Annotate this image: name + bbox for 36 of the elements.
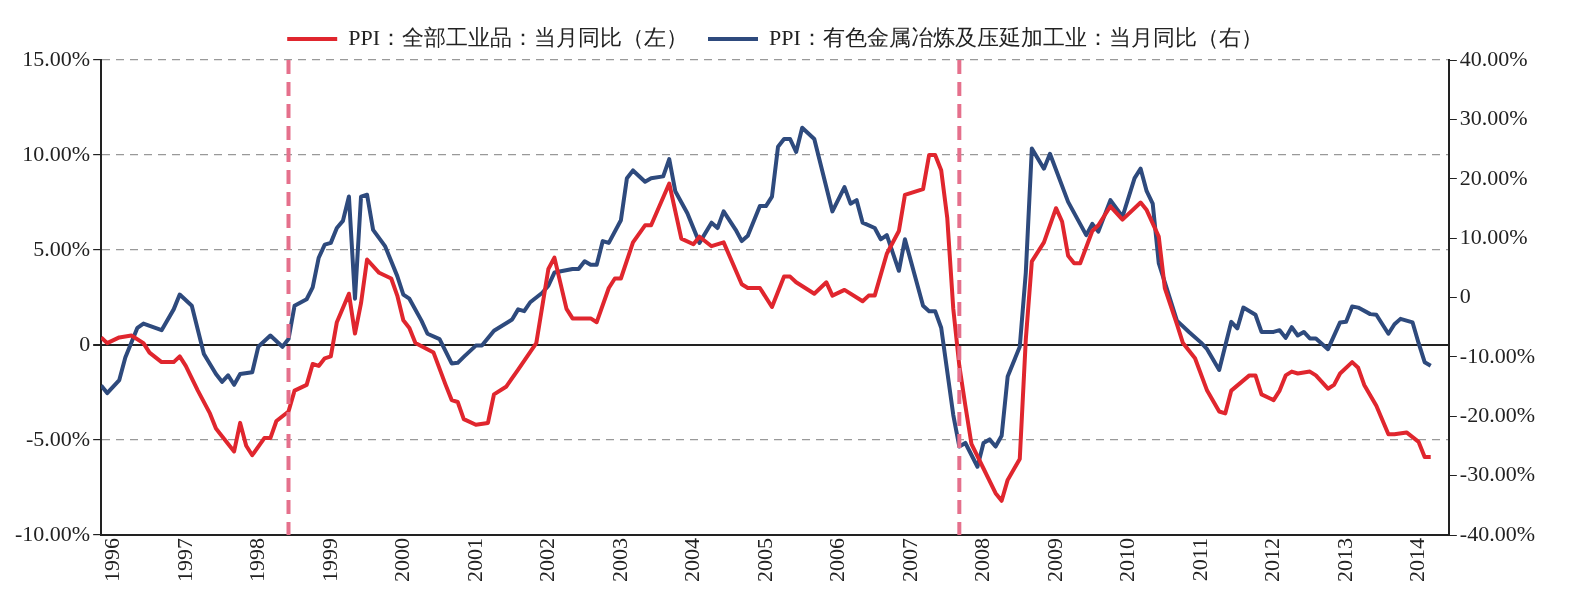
x-tick-label: 2010 [1114, 538, 1140, 582]
x-tick-label: 2007 [896, 538, 922, 582]
x-tick-label: 2006 [824, 538, 850, 582]
y2-tick-label: 20.00% [1459, 164, 1528, 190]
x-tick-label: 1998 [244, 538, 270, 582]
x-tick-label: 2005 [751, 538, 777, 582]
y2-tick-label: -40.00% [1459, 520, 1535, 546]
x-tick-label: 2001 [461, 538, 487, 582]
legend-label: PPI：有色金属冶炼及压延加工业：当月同比（右） [769, 24, 1263, 50]
x-tick-label: 1997 [171, 538, 197, 582]
x-tick-label: 2012 [1259, 538, 1285, 582]
y2-tick-label: -30.00% [1459, 461, 1535, 487]
x-tick-label: 1996 [99, 538, 125, 582]
y-tick-label: -5.00% [26, 425, 91, 451]
x-tick-label: 2004 [679, 538, 705, 582]
y2-tick-label: 10.00% [1459, 223, 1528, 249]
x-tick-label: 2003 [606, 538, 632, 582]
y-tick-label: 0 [79, 330, 91, 356]
y-tick-label: -10.00% [15, 520, 91, 546]
y2-tick-label: 30.00% [1459, 105, 1528, 131]
x-tick-label: 1999 [316, 538, 342, 582]
y-tick-label: 5.00% [33, 235, 91, 261]
x-tick-label: 2011 [1186, 538, 1212, 582]
x-tick-label: 2013 [1331, 538, 1357, 582]
legend-label: PPI：全部工业品：当月同比（左） [348, 24, 688, 50]
x-tick-label: 2000 [389, 538, 415, 582]
y2-tick-label: 40.00% [1459, 45, 1528, 71]
x-tick-label: 2014 [1404, 538, 1430, 582]
x-tick-label: 2002 [534, 538, 560, 582]
y2-tick-label: -20.00% [1459, 402, 1535, 428]
x-tick-label: 2008 [969, 538, 995, 582]
y2-tick-label: -10.00% [1459, 342, 1535, 368]
x-tick-label: 2009 [1041, 538, 1067, 582]
y-tick-label: 15.00% [22, 45, 91, 71]
y-tick-label: 10.00% [22, 140, 91, 166]
y2-tick-label: 0 [1459, 283, 1471, 309]
